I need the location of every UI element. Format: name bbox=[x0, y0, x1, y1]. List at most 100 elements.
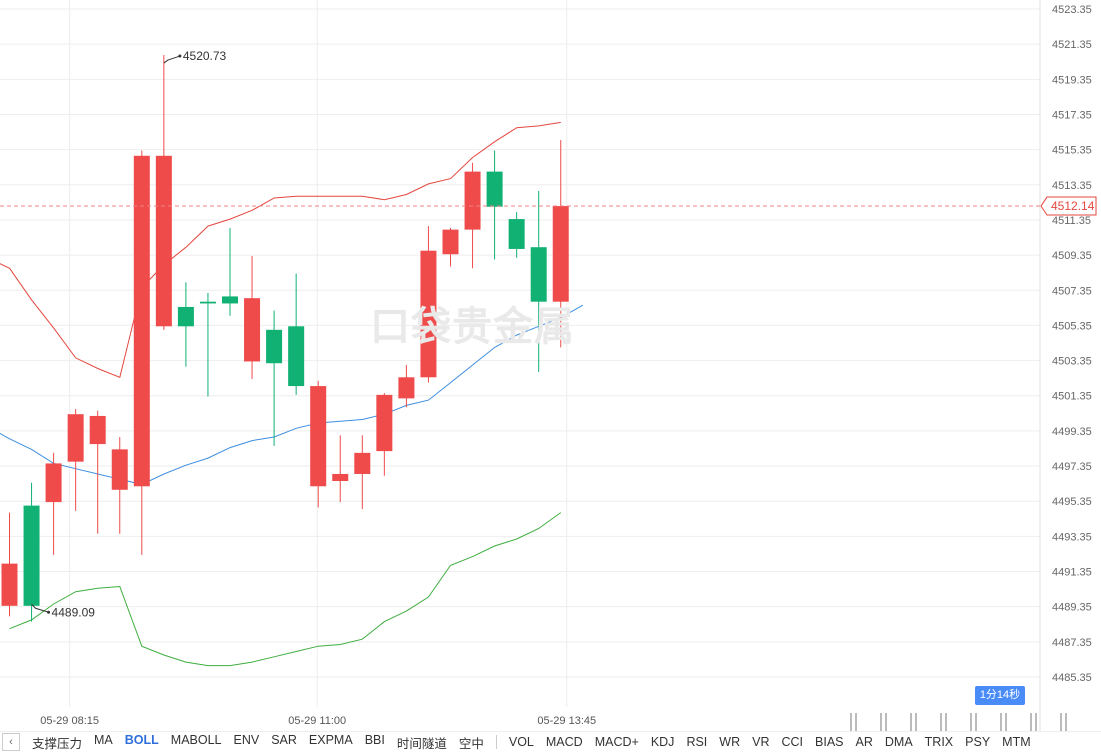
handle-icon[interactable] bbox=[992, 709, 1014, 739]
candle bbox=[508, 212, 525, 258]
x-tick-label: 05-29 11:00 bbox=[288, 715, 346, 727]
y-tick-label: 4493.35 bbox=[1052, 531, 1092, 543]
candle bbox=[376, 393, 393, 476]
candle-body bbox=[288, 326, 305, 387]
x-tick-label: 05-29 08:15 bbox=[40, 715, 99, 727]
candle-body bbox=[398, 377, 415, 399]
candle-body bbox=[45, 463, 62, 503]
indicator-tab-expma[interactable]: EXPMA bbox=[308, 732, 353, 747]
y-tick-label: 4503.35 bbox=[1052, 356, 1092, 368]
indicator-tab-macd[interactable]: MACD bbox=[545, 735, 583, 749]
candle-body bbox=[23, 505, 40, 606]
y-tick-label: 4487.35 bbox=[1052, 637, 1092, 649]
price-tag-box bbox=[1040, 196, 1097, 216]
indicator-tab-cci[interactable]: CCI bbox=[781, 735, 804, 749]
indicator-tab-env[interactable]: ENV bbox=[233, 732, 260, 747]
indicator-tab-[interactable]: 支撑压力 bbox=[32, 736, 83, 751]
boll-upper-line bbox=[0, 121, 561, 378]
y-tick-label: 4513.35 bbox=[1052, 180, 1092, 192]
candle-body bbox=[442, 229, 459, 255]
candle-body bbox=[464, 171, 481, 230]
candle bbox=[442, 227, 459, 267]
candle bbox=[310, 380, 327, 508]
y-tick-label: 4485.35 bbox=[1052, 672, 1092, 684]
candle-body bbox=[133, 155, 150, 487]
candle bbox=[552, 139, 569, 348]
handle-icon[interactable] bbox=[1022, 709, 1044, 739]
y-tick-label: 4515.35 bbox=[1052, 145, 1092, 157]
indicator-tab-maboll[interactable]: MABOLL bbox=[170, 732, 222, 747]
candle bbox=[354, 435, 371, 510]
scroll-left-icon[interactable]: ‹ bbox=[2, 733, 20, 751]
indicator-tab-macd+[interactable]: MACD+ bbox=[594, 735, 639, 749]
y-tick-label: 4507.35 bbox=[1052, 285, 1092, 297]
candle bbox=[464, 162, 481, 269]
candle-body bbox=[508, 219, 525, 249]
indicator-tab-boll[interactable]: BOLL bbox=[124, 732, 159, 747]
candle-body bbox=[376, 394, 393, 452]
high-marker bbox=[178, 54, 182, 58]
indicator-tab-psy[interactable]: PSY bbox=[965, 735, 991, 749]
current-price-tag: 4512.14 bbox=[1040, 196, 1097, 216]
candlestick-chart[interactable]: 4523.35 4521.35 4519.35 4517.35 4515.35 4513.… bbox=[0, 0, 1101, 731]
indicator-tab-trix[interactable]: TRIX bbox=[924, 735, 954, 749]
indicator-tab-wr[interactable]: WR bbox=[719, 735, 741, 749]
y-tick-label: 4497.35 bbox=[1052, 461, 1092, 473]
boll-lower-line bbox=[9, 512, 562, 667]
candle bbox=[398, 364, 415, 408]
indicator-tab-[interactable]: 空中 bbox=[458, 736, 484, 751]
handle-icon[interactable] bbox=[872, 709, 894, 739]
y-axis: 4523.35 4521.35 4519.35 4517.35 4515.35 4513.… bbox=[1052, 4, 1092, 684]
indicator-tab-vol[interactable]: VOL bbox=[508, 735, 534, 749]
y-tick-label: 4489.35 bbox=[1052, 602, 1092, 614]
high-leader-line bbox=[163, 55, 181, 64]
candle-body bbox=[420, 250, 437, 378]
handle-icon[interactable] bbox=[842, 709, 864, 739]
toolbar-divider bbox=[495, 735, 497, 749]
x-axis: 05-29 08:15 05-29 11:00 05-29 13:45 bbox=[40, 715, 596, 727]
candle bbox=[67, 408, 84, 511]
candle bbox=[45, 452, 62, 555]
indicator-tab-vr[interactable]: VR bbox=[752, 735, 770, 749]
candle-body bbox=[67, 414, 84, 462]
indicator-tab-sar[interactable]: SAR bbox=[271, 732, 297, 747]
annotations: 4520.73 4489.09 bbox=[31, 49, 227, 619]
candles bbox=[1, 55, 569, 622]
indicator-tab-[interactable]: 时间隧道 bbox=[396, 736, 447, 751]
low-annotation-label: 4489.09 bbox=[52, 605, 96, 619]
handle-icon[interactable] bbox=[932, 709, 954, 739]
candle-body bbox=[266, 329, 283, 364]
candle bbox=[1, 512, 18, 617]
low-marker bbox=[47, 610, 51, 614]
candle-body bbox=[1, 563, 18, 606]
indicator-tab-kdj[interactable]: KDJ bbox=[650, 735, 675, 749]
indicator-tab-rsi[interactable]: RSI bbox=[686, 735, 708, 749]
boll-bands bbox=[0, 121, 584, 667]
candle-body bbox=[530, 247, 547, 302]
handle-icon[interactable] bbox=[1052, 709, 1074, 739]
current-price-label: 4512.14 bbox=[1051, 199, 1095, 213]
indicator-tab-bbi[interactable]: BBI bbox=[364, 732, 385, 747]
candle-body bbox=[354, 452, 371, 474]
candle bbox=[244, 255, 261, 380]
y-tick-label: 4521.35 bbox=[1052, 39, 1092, 51]
candle bbox=[288, 273, 305, 395]
handle-icon[interactable] bbox=[902, 709, 924, 739]
candle-body bbox=[244, 298, 261, 362]
indicator-tab-mtm[interactable]: MTM bbox=[1002, 735, 1031, 749]
candle bbox=[133, 150, 150, 555]
candle-body bbox=[199, 301, 216, 304]
candle bbox=[266, 310, 283, 446]
y-tick-label: 4509.35 bbox=[1052, 250, 1092, 262]
indicator-tab-bias[interactable]: BIAS bbox=[815, 735, 844, 749]
overlay-indicators: 支撑压力 MA BOLL MABOLL ENV SAR EXPMA BBI 时间隧道 空中 bbox=[26, 733, 490, 752]
y-tick-label: 4501.35 bbox=[1052, 391, 1092, 403]
y-tick-label: 4505.35 bbox=[1052, 320, 1092, 332]
indicator-tab-ar[interactable]: AR bbox=[855, 735, 873, 749]
indicator-tab-ma[interactable]: MA bbox=[94, 732, 113, 747]
indicator-toolbar: ‹ 支撑压力 MA BOLL MABOLL ENV SAR EXPMA BBI 时间隧道 空中 V… bbox=[0, 731, 1101, 752]
indicator-tab-dma[interactable]: DMA bbox=[884, 735, 913, 749]
candle bbox=[222, 227, 238, 316]
candle bbox=[420, 226, 437, 383]
handle-icon[interactable] bbox=[962, 709, 984, 739]
